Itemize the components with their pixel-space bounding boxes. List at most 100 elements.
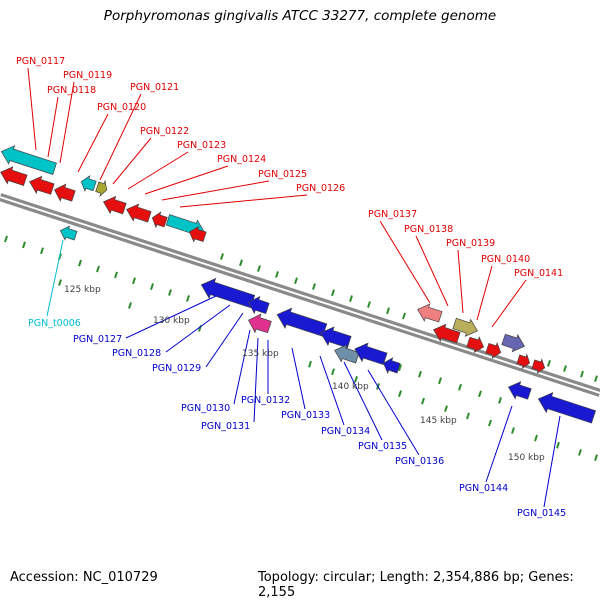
feature-tick	[4, 235, 8, 243]
feature-tick	[186, 295, 190, 302]
gene-arrow[interactable]	[537, 391, 597, 424]
gene-label[interactable]: PGN_0125	[258, 169, 307, 180]
gene-label[interactable]: PGN_0138	[404, 224, 453, 235]
feature-tick	[275, 271, 279, 278]
gene-arrow[interactable]	[507, 381, 532, 400]
label-leader-line	[415, 235, 449, 307]
gene-label[interactable]: PGN_0120	[97, 102, 146, 113]
gene-label[interactable]: PGN_0132	[241, 395, 290, 406]
gene-label[interactable]: PGN_0134	[321, 426, 370, 437]
feature-tick	[168, 289, 172, 296]
gene-label[interactable]: PGN_0124	[217, 154, 266, 165]
feature-tick	[239, 259, 243, 267]
label-leader-line	[319, 355, 345, 426]
feature-tick	[466, 412, 470, 420]
label-leader-line	[485, 405, 513, 483]
label-leader-line	[144, 165, 229, 195]
gene-arrow[interactable]	[95, 179, 108, 198]
feature-tick	[331, 368, 335, 376]
label-leader-line	[46, 239, 64, 317]
gene-arrow[interactable]	[466, 336, 485, 354]
gene-arrow[interactable]	[320, 326, 352, 349]
feature-tick	[458, 383, 462, 391]
gene-arrow[interactable]	[354, 342, 388, 365]
gene-arrow[interactable]	[531, 358, 546, 375]
gene-label[interactable]: PGN_0136	[395, 456, 444, 467]
gene-label[interactable]: PGN_0127	[73, 334, 122, 345]
label-leader-line	[491, 279, 527, 328]
feature-tick	[556, 441, 560, 449]
feature-tick	[308, 360, 312, 368]
gene-arrow[interactable]	[80, 175, 97, 193]
feature-tick	[398, 364, 402, 372]
gene-arrow[interactable]	[433, 323, 461, 344]
gene-label[interactable]: PGN_0130	[181, 403, 230, 414]
gene-arrow[interactable]	[126, 203, 152, 223]
gene-label[interactable]: PGN_0118	[47, 85, 96, 96]
label-leader-line	[343, 361, 383, 441]
gene-label[interactable]: PGN_0131	[201, 421, 250, 432]
gene-arrow[interactable]	[248, 295, 270, 315]
gene-arrow[interactable]	[0, 166, 28, 186]
gene-label[interactable]: PGN_0145	[517, 508, 566, 519]
gene-label[interactable]: PGN_t0006	[28, 318, 81, 329]
label-leader-line	[99, 93, 142, 181]
gene-label[interactable]: PGN_0117	[16, 56, 65, 67]
gene-label[interactable]: PGN_0135	[358, 441, 407, 452]
feature-tick	[354, 375, 358, 383]
feature-tick	[96, 265, 100, 273]
gene-label[interactable]: PGN_0141	[514, 268, 563, 279]
gene-label[interactable]: PGN_0129	[152, 363, 201, 374]
gene-arrow[interactable]	[29, 175, 55, 195]
label-leader-line	[291, 347, 306, 410]
label-leader-line	[112, 137, 152, 185]
gene-arrow[interactable]	[248, 313, 272, 334]
gene-arrow[interactable]	[452, 317, 478, 337]
scale-label: 145 kbp	[420, 416, 457, 426]
feature-tick	[402, 312, 406, 320]
feature-tick	[367, 301, 371, 308]
gene-arrow[interactable]	[0, 145, 57, 175]
scale-label: 125 kbp	[64, 285, 101, 295]
gene-arrow[interactable]	[276, 307, 328, 337]
gene-arrow[interactable]	[485, 341, 502, 360]
feature-tick	[128, 302, 132, 309]
gene-label[interactable]: PGN_0119	[63, 70, 112, 81]
gene-arrow[interactable]	[382, 357, 401, 375]
gene-arrow[interactable]	[516, 353, 531, 370]
gene-arrow[interactable]	[200, 277, 256, 309]
label-leader-line	[47, 96, 59, 158]
label-leader-line	[476, 265, 493, 321]
gene-label[interactable]: PGN_0140	[481, 254, 530, 265]
feature-tick	[349, 295, 353, 303]
gene-label[interactable]: PGN_0128	[112, 348, 161, 359]
feature-tick	[132, 277, 136, 285]
gene-arrow[interactable]	[151, 211, 168, 229]
gene-label[interactable]: PGN_0133	[281, 410, 330, 421]
gene-label[interactable]: PGN_0121	[130, 82, 179, 93]
feature-tick	[220, 253, 224, 260]
feature-tick	[78, 259, 82, 267]
gene-label[interactable]: PGN_0144	[459, 483, 508, 494]
gene-label[interactable]: PGN_0122	[140, 126, 189, 137]
label-leader-line	[205, 312, 244, 368]
label-leader-line	[543, 415, 561, 508]
gene-arrow[interactable]	[59, 225, 78, 241]
gene-label[interactable]: PGN_0139	[446, 238, 495, 249]
gene-arrow[interactable]	[54, 183, 76, 202]
feature-tick	[578, 449, 582, 456]
label-leader-line	[165, 304, 231, 353]
gene-arrow[interactable]	[501, 333, 526, 353]
feature-tick	[257, 265, 261, 272]
gene-label[interactable]: PGN_0137	[368, 209, 417, 220]
gene-arrow[interactable]	[188, 225, 207, 243]
gene-arrow[interactable]	[417, 303, 443, 323]
backbone-strand	[0, 197, 600, 397]
gene-label[interactable]: PGN_0126	[296, 183, 345, 194]
feature-tick	[114, 271, 118, 279]
gene-arrow[interactable]	[102, 195, 127, 215]
gene-label[interactable]: PGN_0123	[177, 140, 226, 151]
backbone-strand	[0, 193, 600, 393]
